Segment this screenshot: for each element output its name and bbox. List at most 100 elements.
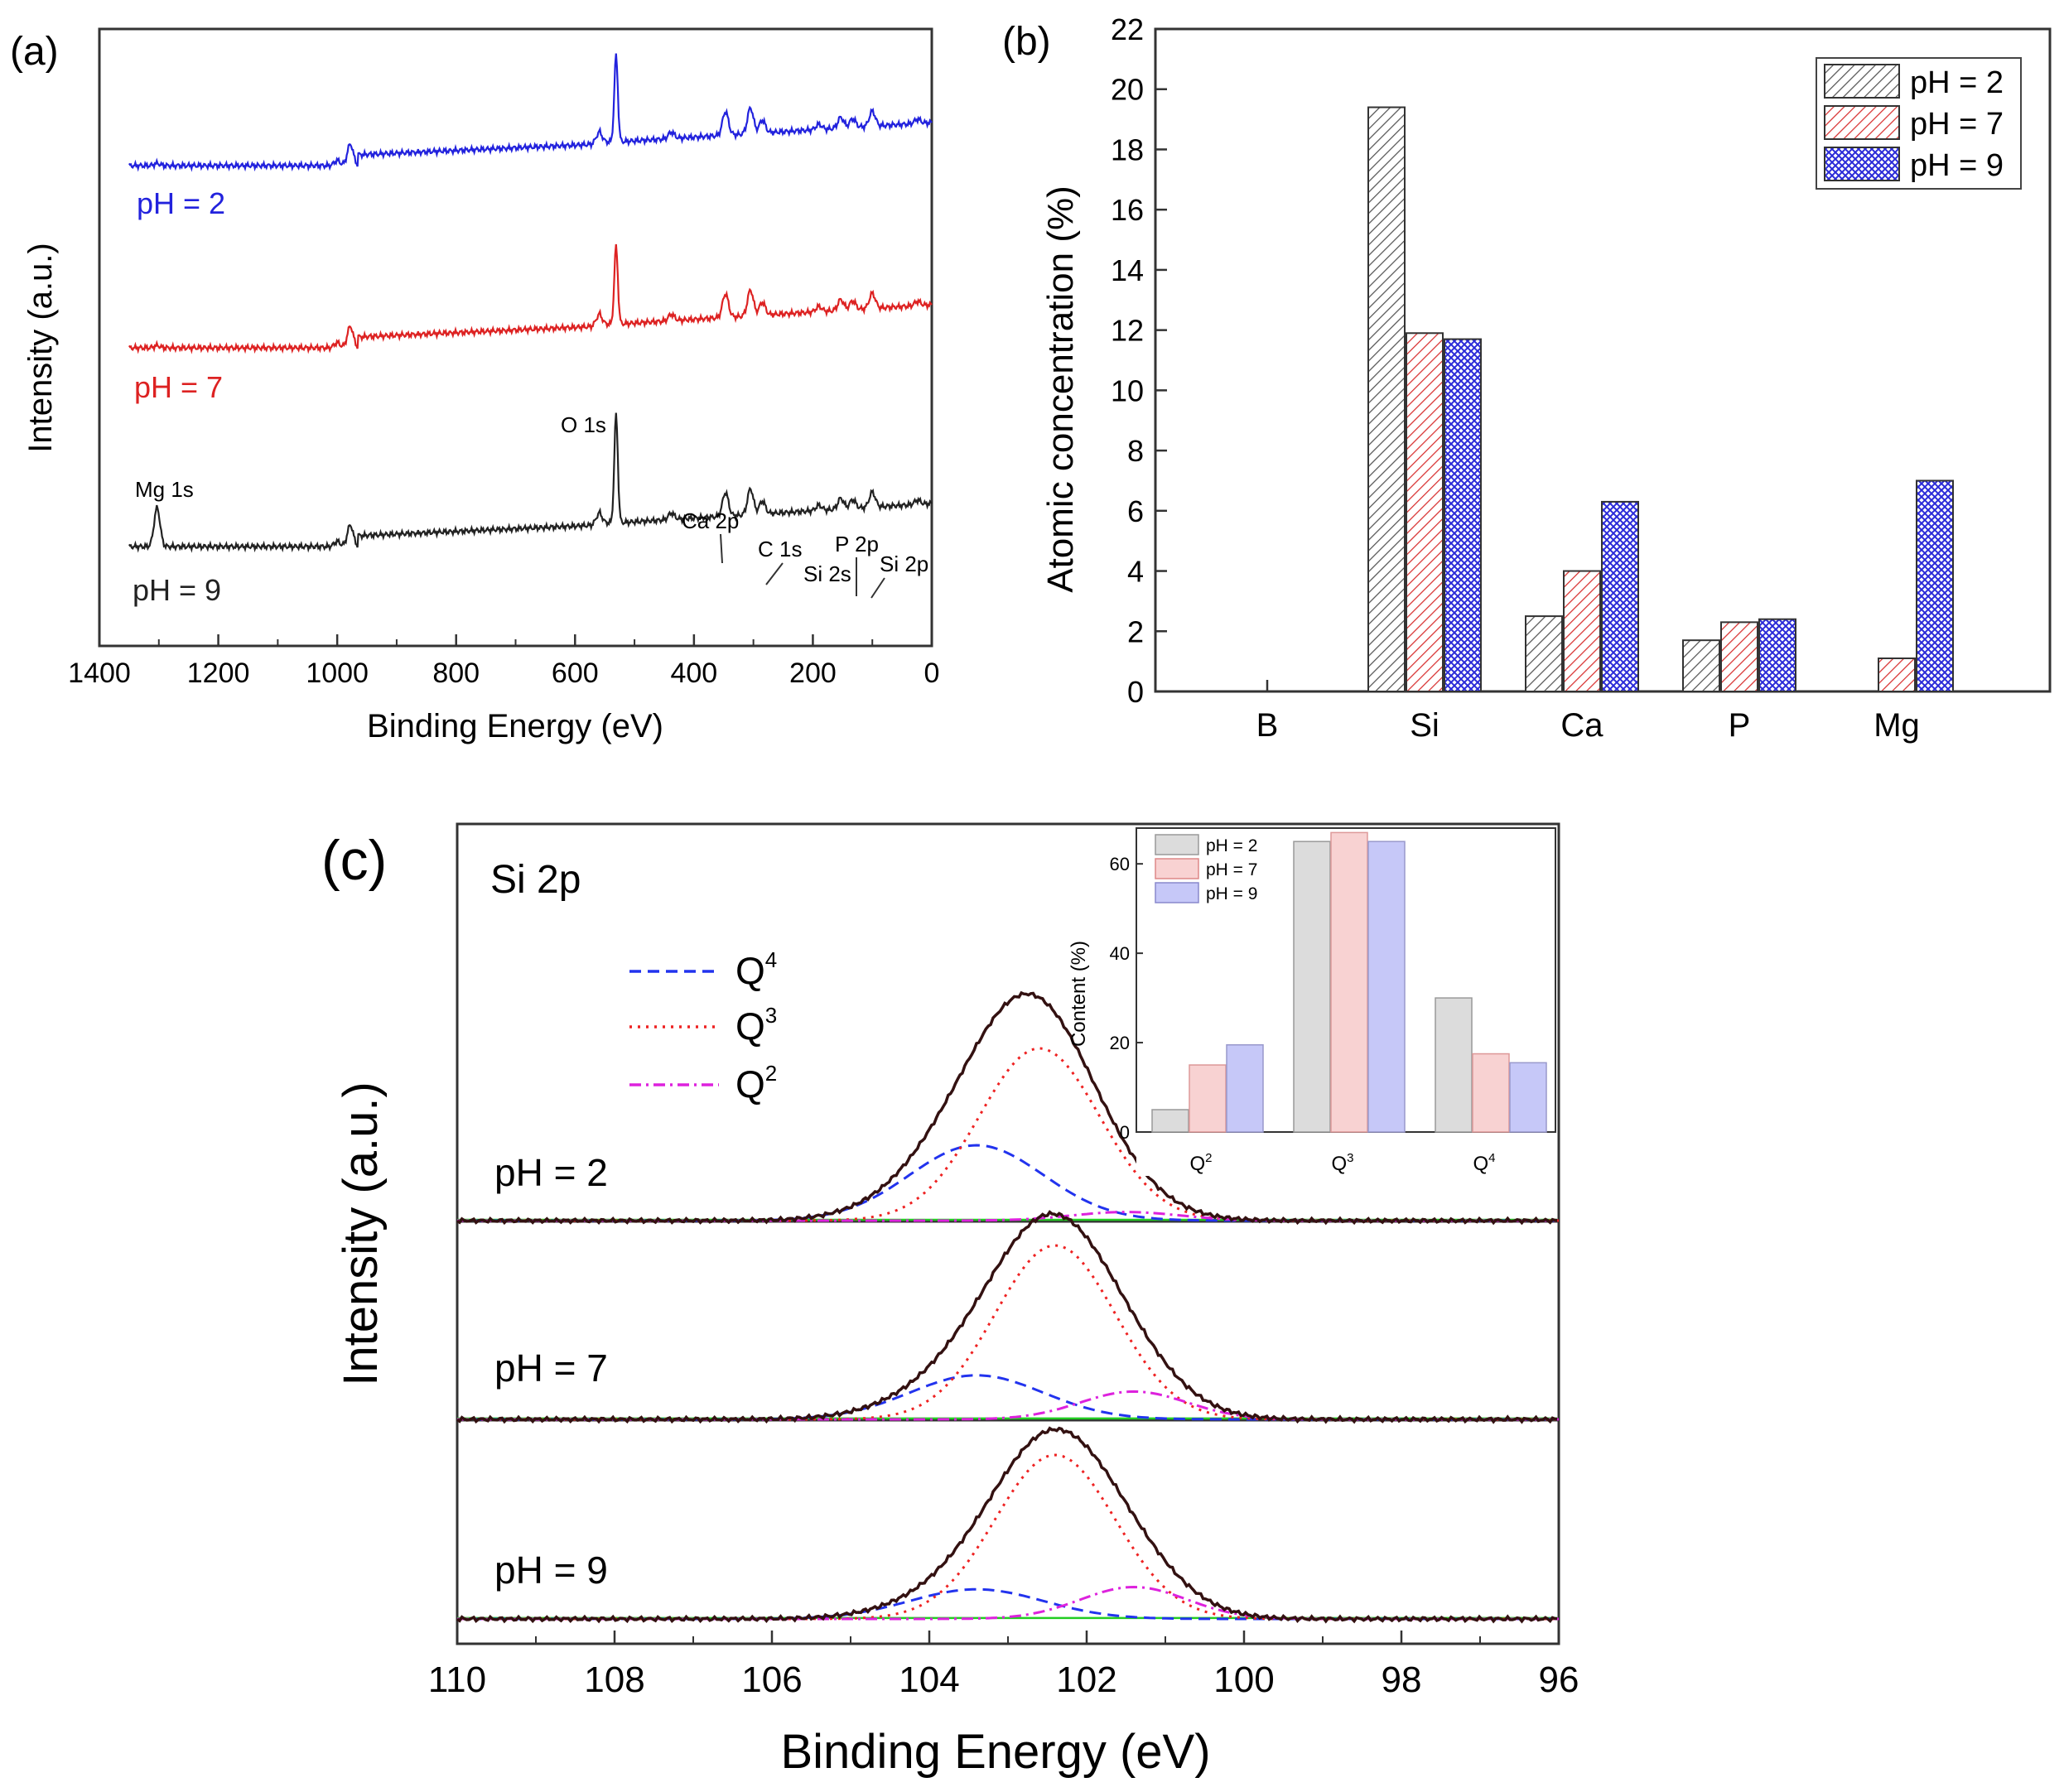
panel-c-inset-x-ticks: Q2 Q3 Q4 — [1189, 1151, 1495, 1175]
panel-c-envelope — [456, 1426, 1558, 1624]
panel-c-inset-bar — [1189, 1064, 1227, 1133]
panel-c-inset-legend-swatch-ph2 — [1155, 834, 1199, 855]
panel-c-legend-label-q2: Q2 — [735, 1061, 777, 1106]
panel-b-label: (b) — [1002, 20, 1051, 64]
panel-a-series-line-ph7 — [128, 243, 933, 354]
panel-b-bars — [1367, 106, 1954, 693]
panel-a-series-label-ph2: pH = 2 — [137, 186, 225, 220]
panel-b-bar — [1563, 570, 1601, 693]
panel-c-component-q4 — [457, 1374, 1559, 1421]
panel-b-bar — [1601, 500, 1639, 693]
panel-b-y-tick-label: 18 — [1111, 132, 1144, 166]
panel-a-annot-si2p-pointer — [870, 577, 885, 599]
panel-a-annot-si2p: Si 2p — [880, 552, 928, 576]
panel-b-bar — [1525, 615, 1563, 692]
panel-a-series-label-ph9: pH = 9 — [133, 573, 221, 607]
panel-c-x-tick-label: 100 — [1213, 1660, 1274, 1700]
panel-b-y-tick-label: 4 — [1127, 555, 1144, 589]
panel-c-inset-bar — [1226, 1044, 1264, 1133]
panel-c-inset-ylabel: Content (%) — [1068, 941, 1090, 1047]
panel-c-x-tick-label: 106 — [741, 1660, 802, 1700]
panel-a-ylabel: Intensity (a.u.) — [22, 243, 59, 452]
panel-c-title: Si 2p — [490, 858, 581, 902]
panel-b-legend-label-ph7: pH = 7 — [1910, 107, 2004, 142]
panel-a-label: (a) — [10, 30, 59, 74]
panel-b-bar — [1444, 338, 1482, 692]
panel-c-ylabel: Intensity (a.u.) — [334, 1081, 388, 1385]
panel-c-inset-y-tick-label: 60 — [1110, 854, 1130, 874]
panel-c-inset-bar — [1509, 1062, 1547, 1133]
panel-a: (a) 1400 1200 1000 800 600 400 200 0 Binding En… — [10, 27, 939, 744]
panel-c-inset-bar — [1367, 841, 1406, 1133]
panel-b-y-tick-label: 2 — [1127, 614, 1144, 648]
panel-c: (c) Si 2p 110 108 106 104 102 100 98 96 Binding… — [321, 822, 1579, 1779]
panel-a-x-tick-label: 800 — [432, 658, 480, 689]
panel-c-inset-legend-label-ph2: pH = 2 — [1206, 836, 1257, 855]
panel-c-inset-y-ticks: 0 20 40 60 — [1110, 854, 1143, 1143]
panel-c-inset-legend-swatch-ph9 — [1155, 882, 1199, 903]
panel-b-y-ticks: 0 2 4 6 8 10 12 14 16 18 20 22 — [1111, 12, 1167, 709]
panel-b-y-tick-label: 20 — [1111, 73, 1144, 107]
panel-c-x-tick-label: 108 — [584, 1660, 644, 1700]
panel-a-x-ticks: 1400 1200 1000 800 600 400 200 0 — [68, 634, 939, 689]
panel-c-curves — [456, 990, 1559, 1624]
panel-c-xlabel: Binding Energy (eV) — [780, 1725, 1210, 1779]
panel-a-annot-ca2p-pointer — [720, 533, 723, 564]
panel-b-x-tick-label: B — [1256, 707, 1279, 744]
panel-c-envelope — [456, 990, 1558, 1226]
panel-b-y-tick-label: 16 — [1111, 193, 1144, 227]
panel-a-x-tick-label: 600 — [552, 658, 599, 689]
panel-c-component-q2 — [457, 1390, 1559, 1421]
panel-b-x-tick-label: Si — [1410, 707, 1439, 744]
panel-a-annot-c1s-pointer — [765, 562, 784, 585]
panel-b-legend: pH = 2 pH = 7 pH = 9 — [1816, 57, 2022, 190]
panel-c-inset-y-tick-label: 40 — [1110, 943, 1130, 964]
panel-b-legend-swatch-ph9 — [1824, 147, 1900, 181]
panel-b-y-tick-label: 14 — [1111, 253, 1144, 287]
panel-c-x-tick-label: 104 — [899, 1660, 959, 1700]
panel-a-xlabel: Binding Energy (eV) — [367, 708, 663, 744]
panel-a-annot-si2s: Si 2s — [803, 561, 851, 586]
panel-a-x-tick-label: 400 — [670, 658, 717, 689]
panel-b-bar — [1406, 332, 1444, 692]
panel-b-bar — [1916, 479, 1954, 692]
panel-c-legend-label-q4: Q4 — [735, 947, 777, 992]
panel-c-inset-bar — [1151, 1109, 1189, 1133]
panel-a-annot-p2p: P 2p — [835, 532, 879, 556]
panel-b-legend-label-ph9: pH = 9 — [1910, 148, 2004, 183]
panel-c-inset-y-tick-label: 0 — [1120, 1122, 1130, 1143]
panel-a-annot-c1s: C 1s — [758, 537, 802, 561]
panel-b-bar — [1367, 106, 1406, 692]
panel-a-annot-ca2p: Ca 2p — [682, 508, 739, 533]
panel-b-bar — [1720, 621, 1758, 693]
panel-b-y-tick-label: 10 — [1111, 373, 1144, 407]
panel-c-inset-bar — [1472, 1053, 1510, 1133]
panel-b-bar — [1878, 658, 1916, 692]
panel-b-y-tick-label: 8 — [1127, 434, 1144, 468]
panel-c-x-tick-label: 98 — [1382, 1660, 1422, 1700]
panel-c-inset-legend-swatch-ph7 — [1155, 858, 1199, 879]
panel-b: (b) 0 2 4 6 8 10 12 14 16 18 20 22 B Si Ca P Mg Atomic … — [1002, 12, 2052, 744]
panel-a-annot-mg1s: Mg 1s — [135, 477, 194, 502]
panel-c-inset-bars — [1151, 831, 1547, 1133]
panel-b-y-tick-label: 0 — [1127, 675, 1144, 709]
panel-b-legend-label-ph2: pH = 2 — [1910, 65, 2004, 100]
panel-b-x-tick-label: Mg — [1874, 707, 1920, 744]
panel-c-component-q3 — [457, 1453, 1559, 1621]
panel-a-x-tick-label: 1400 — [68, 658, 131, 689]
panel-c-legend: Q4 Q3 Q2 — [629, 947, 777, 1106]
panel-c-legend-label-q3: Q3 — [735, 1003, 777, 1048]
panel-a-x-tick-label: 1000 — [306, 658, 369, 689]
panel-c-series-label-ph7: pH = 7 — [494, 1346, 608, 1390]
panel-a-series-line-ph9 — [128, 412, 933, 553]
panel-c-series-label-ph2: pH = 2 — [494, 1151, 608, 1194]
panel-c-series-label-ph9: pH = 9 — [494, 1549, 608, 1592]
panel-b-bar — [1682, 639, 1720, 693]
panel-c-envelope — [456, 1210, 1558, 1424]
panel-b-legend-swatch-ph7 — [1824, 105, 1900, 140]
panel-a-frame — [98, 27, 933, 648]
panel-c-inset-bar — [1330, 831, 1368, 1133]
panel-c-component-q3 — [457, 1244, 1559, 1421]
panel-c-x-tick-label: 110 — [428, 1660, 486, 1700]
